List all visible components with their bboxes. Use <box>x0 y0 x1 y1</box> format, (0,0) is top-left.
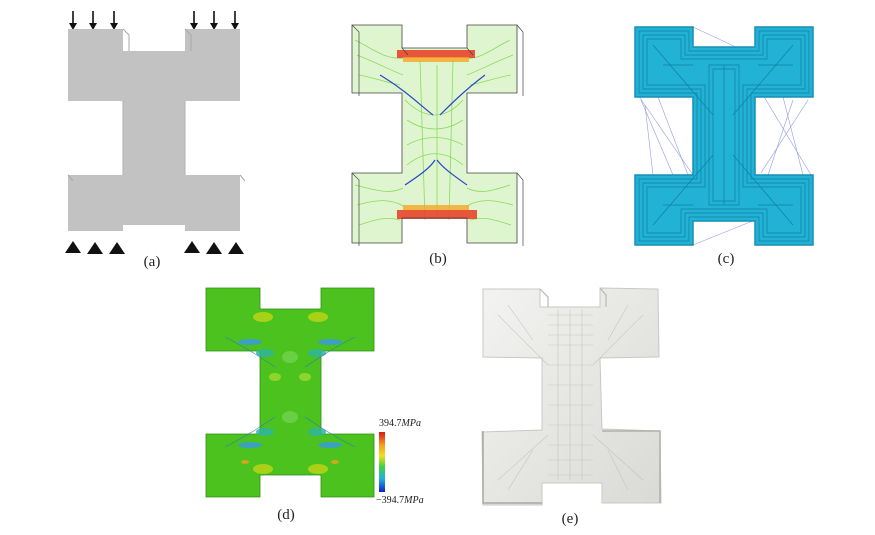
h-shape-stress <box>205 287 375 498</box>
panel-e-printed-specimen <box>478 285 664 510</box>
caption-b: (b) <box>429 251 447 267</box>
caption-a: (a) <box>143 254 161 270</box>
colorbar-max-label: 394.7MPa <box>379 418 421 429</box>
panel-c-toolpath <box>633 25 818 250</box>
stress-colorbar <box>379 432 385 492</box>
support-triangles <box>65 241 244 254</box>
panel-d-stress-contour <box>205 287 377 499</box>
colorbar-unit: MPa <box>401 418 421 429</box>
h-shape-printed <box>481 287 662 506</box>
load-arrows <box>69 11 239 30</box>
colorbar-min-value: −394.7 <box>376 495 405 506</box>
panel-a-load-model <box>55 5 255 260</box>
h-shape-model <box>68 29 240 231</box>
colorbar-max-value: 394.7 <box>379 418 402 429</box>
caption-c: (c) <box>717 251 735 267</box>
caption-e: (e) <box>561 511 579 527</box>
colorbar-min-label: −394.7MPa <box>376 495 424 506</box>
colorbar-unit-min: MPa <box>404 495 424 506</box>
panel-b-stress-field <box>345 20 530 250</box>
caption-d: (d) <box>277 507 295 523</box>
